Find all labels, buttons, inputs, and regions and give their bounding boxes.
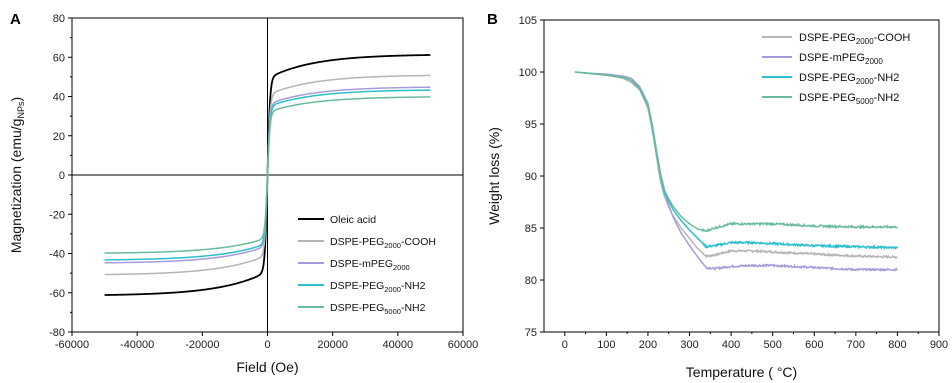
legend-label-b: DSPE-mPEG2000 — [799, 52, 883, 66]
legend-a: Oleic acid DSPE-PEG2000-COOH DSPE-mPEG2000… — [298, 214, 436, 316]
y-tick-label: 90 — [525, 171, 537, 183]
y-tick-label: 80 — [525, 275, 537, 287]
legend-b: DSPE-PEG2000-COOH DSPE-mPEG2000 DSPE-PEG20… — [762, 32, 910, 106]
legend-label-b: DSPE-PEG2000-NH2 — [799, 72, 899, 86]
y-tick-label: 80 — [53, 13, 65, 25]
legend-label-a: DSPE-PEG2000-COOH — [330, 236, 436, 250]
series-line-b-3 — [575, 71, 898, 233]
x-tick-label: 0 — [562, 339, 568, 351]
legend-label-b: DSPE-PEG2000-COOH — [799, 32, 910, 46]
legend-label-b: DSPE-PEG5000-NH2 — [799, 92, 899, 106]
y-tick-label: 105 — [519, 15, 537, 27]
x-tick-label: 100 — [597, 339, 615, 351]
curves-a — [104, 54, 431, 296]
x-tick-label: 500 — [764, 339, 782, 351]
x-axis-label: Temperature ( °C) — [686, 364, 797, 380]
y-tick-label: 75 — [525, 327, 537, 339]
series-line-b-0 — [575, 71, 898, 260]
curves-b — [575, 71, 899, 272]
y-tick-label: -20 — [49, 209, 65, 221]
x-tick-label: 40000 — [383, 339, 414, 351]
legend-label-a: DSPE-PEG2000-NH2 — [330, 280, 426, 294]
x-tick-label: -60000 — [55, 339, 89, 351]
y-axis-label: Weight loss (%) — [486, 127, 502, 225]
y-tick-label: 85 — [525, 223, 537, 235]
x-axis-label: Field (Oe) — [236, 359, 298, 375]
x-tick-label: 200 — [639, 339, 657, 351]
panel-b-chart: B 0 100 200 300 400 500 600 700 800 900 75 80 85 90 95 1… — [486, 11, 948, 380]
x-tick-label: 800 — [888, 339, 906, 351]
y-tick-label: 100 — [519, 67, 537, 79]
x-tick-label: 60000 — [448, 339, 479, 351]
x-tick-label: 0 — [264, 339, 270, 351]
series-line-b-1 — [575, 71, 898, 272]
x-tick-label: 400 — [722, 339, 740, 351]
panel-b-label: B — [487, 11, 498, 28]
y-tick-label: -60 — [49, 288, 65, 300]
y-tick-label: 95 — [525, 119, 537, 131]
x-tick-label: -40000 — [120, 339, 154, 351]
x-tick-label: 600 — [805, 339, 823, 351]
x-tick-label: 700 — [847, 339, 865, 351]
panel-a-chart: A -60000 -40000 -20000 0 20000 40000 60000 -80 -6… — [8, 11, 478, 375]
y-tick-label: -40 — [49, 249, 65, 261]
x-tick-label: 300 — [680, 339, 698, 351]
series-line-a-4 — [104, 96, 431, 254]
y-axis-label: Magnetization (emu/gNPs) — [8, 97, 26, 253]
y-tick-label: 0 — [59, 170, 65, 182]
y-tick-label: -80 — [49, 327, 65, 339]
plot-frame-b — [543, 19, 940, 333]
y-tick-label: 60 — [53, 52, 65, 64]
x-tick-label: 900 — [930, 339, 948, 351]
panel-a-label: A — [10, 11, 21, 28]
x-tick-label: -20000 — [185, 339, 219, 351]
legend-label-a: DSPE-PEG5000-NH2 — [330, 302, 426, 316]
y-tick-label: 40 — [53, 92, 65, 104]
legend-label-a: Oleic acid — [330, 214, 376, 226]
x-tick-label: 20000 — [317, 339, 348, 351]
y-tick-label: 20 — [53, 131, 65, 143]
legend-label-a: DSPE-mPEG2000 — [330, 258, 410, 272]
